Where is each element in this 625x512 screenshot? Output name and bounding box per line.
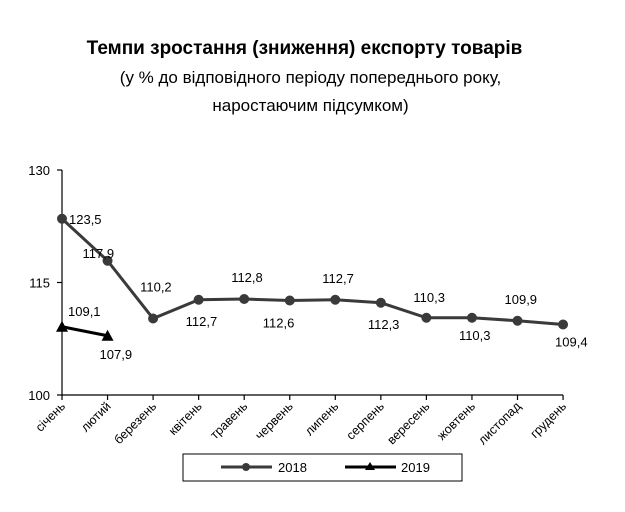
chart-title: Темпи зростання (зниження) експорту това… <box>86 38 523 59</box>
series-2018-marker <box>466 312 477 323</box>
legend-2019-label: 2019 <box>401 460 430 475</box>
data-label-2018: 110,2 <box>140 280 172 295</box>
legend-2018-marker <box>242 463 250 471</box>
x-tick-label: червень <box>253 399 296 442</box>
x-tick-label: січень <box>33 399 68 434</box>
series-2018-marker <box>512 315 523 326</box>
data-label-2018: 112,7 <box>186 314 218 329</box>
data-label-2018: 109,9 <box>505 292 538 307</box>
data-label-2018: 112,3 <box>368 317 400 332</box>
series-2018-marker <box>57 213 67 224</box>
data-label-2018: 109,4 <box>555 335 588 350</box>
x-tick-label: вересень <box>384 399 432 447</box>
x-tick-label: грудень <box>528 399 570 441</box>
y-tick-label: 130 <box>28 163 50 178</box>
series-2018-marker <box>421 312 432 323</box>
series-2018-line <box>60 217 564 326</box>
data-label-2018: 117,9 <box>83 246 115 261</box>
x-tick-label: серпень <box>344 399 387 442</box>
chart-subtitle-line1: (у % до відповідного періоду попередньог… <box>119 68 502 87</box>
x-tick-label: лютий <box>78 399 113 434</box>
series-2018-marker <box>558 319 569 330</box>
data-label-2019: 107,9 <box>100 347 133 362</box>
x-tick-label: жовтень <box>434 399 478 443</box>
chart-subtitle-line2: наростаючим підсумком) <box>212 96 409 115</box>
data-label-2018: 110,3 <box>459 328 491 343</box>
series-2019-marker <box>56 320 68 332</box>
x-tick-label: квітень <box>166 399 205 438</box>
legend-2019-marker <box>365 462 375 470</box>
x-tick-label: березень <box>111 399 159 447</box>
legend-2018-label: 2018 <box>278 460 307 475</box>
data-label-2018: 123,5 <box>69 212 102 227</box>
series-2018-marker <box>375 297 386 308</box>
y-tick-label: 115 <box>29 276 50 291</box>
data-label-2018: 110,3 <box>413 290 445 305</box>
series-2018-marker <box>330 294 341 305</box>
x-tick-label: листопад <box>475 399 524 448</box>
y-tick-label: 100 <box>28 388 50 403</box>
series-2019-marker <box>101 329 114 341</box>
series-2018-marker <box>239 294 250 304</box>
data-label-2018: 112,8 <box>231 270 263 285</box>
x-tick-label: липень <box>302 399 341 438</box>
series-2018-marker <box>102 255 113 266</box>
series-2018-marker <box>284 295 295 306</box>
data-label-2018: 112,6 <box>263 316 295 331</box>
series-2019-line <box>61 325 108 338</box>
data-label-2018: 112,7 <box>322 271 354 286</box>
series-2018-marker <box>193 294 204 305</box>
data-label-2019: 109,1 <box>68 304 101 319</box>
series-2018-marker <box>148 313 159 324</box>
x-tick-label: травень <box>208 399 251 442</box>
